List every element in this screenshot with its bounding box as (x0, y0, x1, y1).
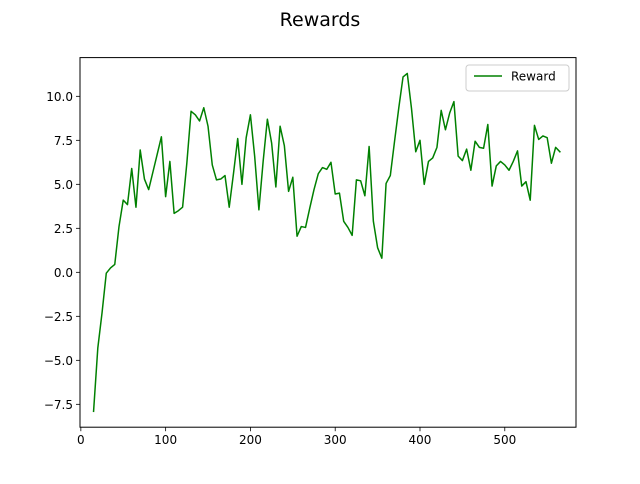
x-tick-label: 200 (239, 433, 262, 447)
y-tick-label: 2.5 (54, 222, 73, 236)
chart-title: Rewards (280, 9, 361, 31)
x-tick-label: 500 (493, 433, 516, 447)
y-tick-label: −5.0 (44, 354, 73, 368)
legend: Reward (465, 64, 570, 92)
plot-frame (79, 57, 577, 428)
legend-label-reward: Reward (511, 70, 556, 84)
x-tick-label: 300 (324, 433, 347, 447)
y-tick-label: 5.0 (54, 178, 73, 192)
legend-box (465, 64, 570, 92)
x-tick-label: 400 (409, 433, 432, 447)
y-tick-label: 7.5 (54, 134, 73, 148)
y-tick-label: −2.5 (44, 310, 73, 324)
x-tick-label: 0 (77, 433, 85, 447)
y-tick-label: 10.0 (46, 90, 73, 104)
y-tick-label: −7.5 (44, 398, 73, 412)
y-tick-label: 0.0 (54, 266, 73, 280)
x-tick-label: 100 (154, 433, 177, 447)
series-line-reward (92, 72, 561, 413)
